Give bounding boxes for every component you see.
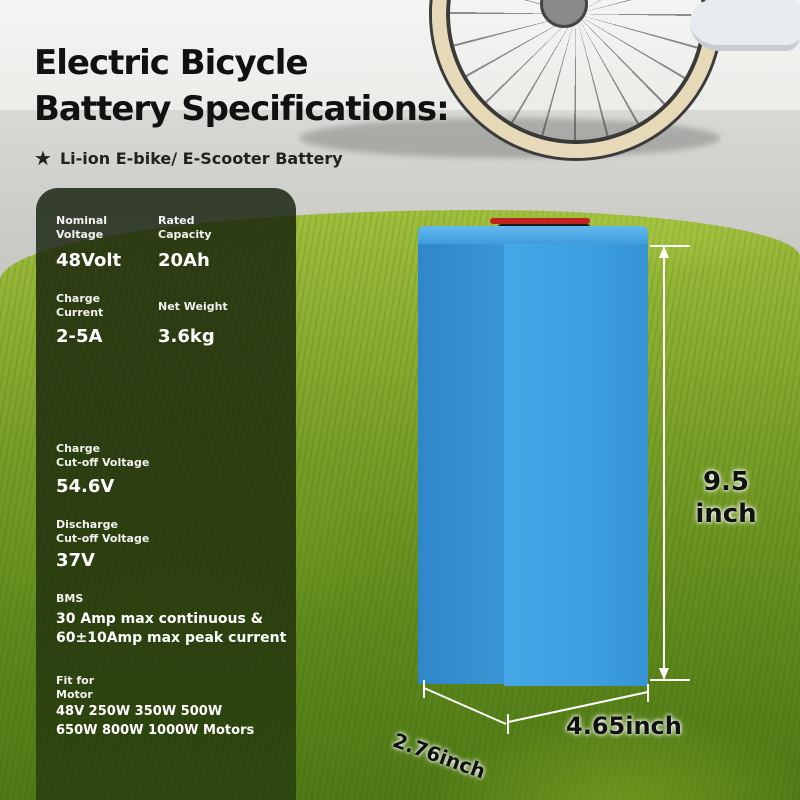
discharge-cutoff-label: Discharge Cut-off Voltage [56, 518, 150, 545]
bms-label: BMS [56, 592, 84, 605]
battery-top-face [418, 226, 648, 244]
red-wire [490, 218, 590, 224]
battery-front-face [504, 234, 648, 686]
height-dimension-label: 9.5 inch [695, 467, 757, 529]
product-subtitle: ★ Li-ion E-bike/ E-Scooter Battery [34, 148, 343, 168]
charge-cutoff-value: 54.6V [56, 476, 115, 497]
bms-value: 30 Amp max continuous & 60±10Amp max pea… [56, 611, 287, 646]
title-line-1: Electric Bicycle [34, 43, 309, 83]
charge-current-label: Charge Current [56, 292, 104, 319]
rated-capacity-value: 20Ah [158, 250, 210, 271]
charge-current-value: 2-5A [56, 326, 103, 347]
rider-shoe [690, 0, 800, 51]
rated-capacity-label: Rated Capacity [158, 214, 212, 241]
fit-for-motor-value: 48V 250W 350W 500W 650W 800W 1000W Motor… [56, 704, 255, 738]
star-icon: ★ [34, 146, 52, 170]
nominal-voltage-value: 48Volt [56, 250, 122, 271]
battery-pack [418, 226, 648, 694]
discharge-cutoff-value: 37V [56, 550, 95, 571]
net-weight-value: 3.6kg [158, 326, 215, 347]
battery-side-face [418, 238, 506, 684]
subtitle-text: Li-ion E-bike/ E-Scooter Battery [59, 148, 343, 168]
fit-for-motor-label: Fit for Motor [56, 674, 95, 701]
charge-cutoff-label: Charge Cut-off Voltage [56, 442, 150, 469]
nominal-voltage-label: Nominal Voltage [56, 214, 108, 241]
net-weight-label: Net Weight [158, 300, 228, 313]
width-dimension-label: 4.65inch [566, 712, 682, 740]
title-line-2: Battery Specifications: [34, 89, 450, 129]
page-title: Electric Bicycle Battery Specifications: [34, 40, 450, 132]
spec-panel: Nominal Voltage 48Volt Rated Capacity 20… [36, 188, 296, 800]
